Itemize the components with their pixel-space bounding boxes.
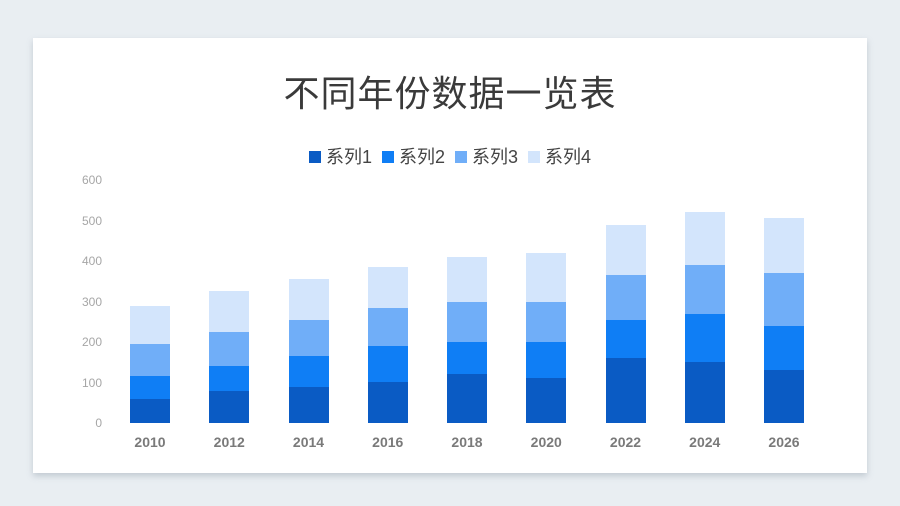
bar-segment-series-3 [367, 307, 408, 347]
x-tick-label: 2024 [689, 434, 721, 450]
bar-segment-series-3 [447, 301, 487, 342]
bar-2012 [209, 291, 250, 423]
x-tick-label: 2010 [134, 434, 166, 450]
bar-2018 [447, 256, 487, 423]
x-tick-label: 2020 [530, 434, 562, 450]
bar-segment-series-4 [605, 224, 646, 276]
legend-swatch [381, 151, 394, 163]
bar-segment-series-1 [684, 362, 725, 423]
bar-2014 [288, 279, 329, 423]
bar-segment-series-2 [130, 376, 170, 399]
legend-label: 系列4 [545, 147, 592, 167]
legend-swatch [455, 151, 467, 163]
bar-segment-series-4 [764, 218, 804, 274]
bar-segment-series-1 [764, 370, 804, 423]
legend-item-series-2: 系列2 [381, 146, 445, 168]
x-tick-label: 2014 [292, 434, 325, 450]
x-tick-label: 2018 [451, 434, 483, 450]
bar-segment-series-4 [288, 279, 329, 320]
legend-swatch [528, 151, 541, 163]
bar-segment-series-3 [684, 265, 725, 314]
legend-label: 系列2 [398, 147, 445, 167]
legend-label: 系列3 [472, 147, 519, 167]
bar-segment-series-3 [130, 344, 170, 377]
legend-item-series-3: 系列3 [455, 146, 518, 168]
bar-2026 [764, 218, 804, 423]
bar-segment-series-4 [684, 212, 725, 266]
bar-segment-series-1 [447, 374, 487, 423]
bar-segment-series-4 [526, 252, 567, 302]
legend-item-series-1: 系列1 [308, 146, 372, 168]
bar-segment-series-3 [764, 273, 804, 326]
bar-segment-series-4 [130, 305, 170, 345]
bar-segment-series-1 [209, 390, 250, 423]
x-tick-label: 2016 [372, 434, 404, 450]
bar-2024 [684, 212, 725, 423]
legend-item-series-4: 系列4 [528, 146, 591, 168]
bar-segment-series-2 [764, 325, 804, 371]
bar-2020 [526, 252, 567, 423]
bar-segment-series-2 [605, 319, 646, 359]
bar-segment-series-1 [605, 358, 646, 423]
x-tick-label: 2026 [768, 434, 800, 450]
bar-segment-series-3 [209, 331, 250, 367]
chart-title: 不同年份数据一览表 [283, 73, 617, 114]
y-tick-label: 200 [81, 335, 102, 349]
x-tick-label: 2022 [609, 434, 642, 450]
bar-segment-series-2 [526, 342, 567, 379]
chart-legend: 系列1 系列2 系列3 系列4 [0, 146, 900, 168]
bar-segment-series-2 [288, 356, 329, 387]
bar-segment-series-4 [447, 256, 487, 302]
bar-2010 [130, 305, 170, 423]
y-tick-label: 500 [81, 213, 102, 228]
bar-segment-series-1 [130, 398, 170, 423]
y-tick-label: 100 [81, 375, 102, 390]
bar-2022 [605, 224, 646, 423]
bar-segment-series-2 [684, 313, 725, 363]
bar-segment-series-3 [605, 275, 646, 320]
bar-segment-series-4 [209, 291, 250, 332]
bar-segment-series-1 [288, 386, 329, 423]
bar-segment-series-2 [367, 346, 408, 383]
y-tick-label: 0 [95, 416, 102, 430]
bar-2016 [367, 267, 408, 423]
bar-segment-series-1 [367, 382, 408, 423]
y-tick-label: 400 [81, 254, 102, 268]
legend-label: 系列1 [325, 147, 372, 167]
bar-segment-series-2 [447, 342, 487, 375]
bar-segment-series-3 [288, 319, 329, 357]
y-tick-label: 600 [81, 173, 102, 187]
bar-segment-series-1 [526, 378, 567, 423]
bar-segment-series-3 [526, 301, 567, 342]
bar-segment-series-2 [209, 366, 250, 391]
legend-swatch [308, 151, 321, 163]
y-tick-label: 300 [81, 294, 102, 309]
bar-segment-series-4 [367, 267, 408, 308]
x-tick-label: 2012 [213, 434, 245, 450]
